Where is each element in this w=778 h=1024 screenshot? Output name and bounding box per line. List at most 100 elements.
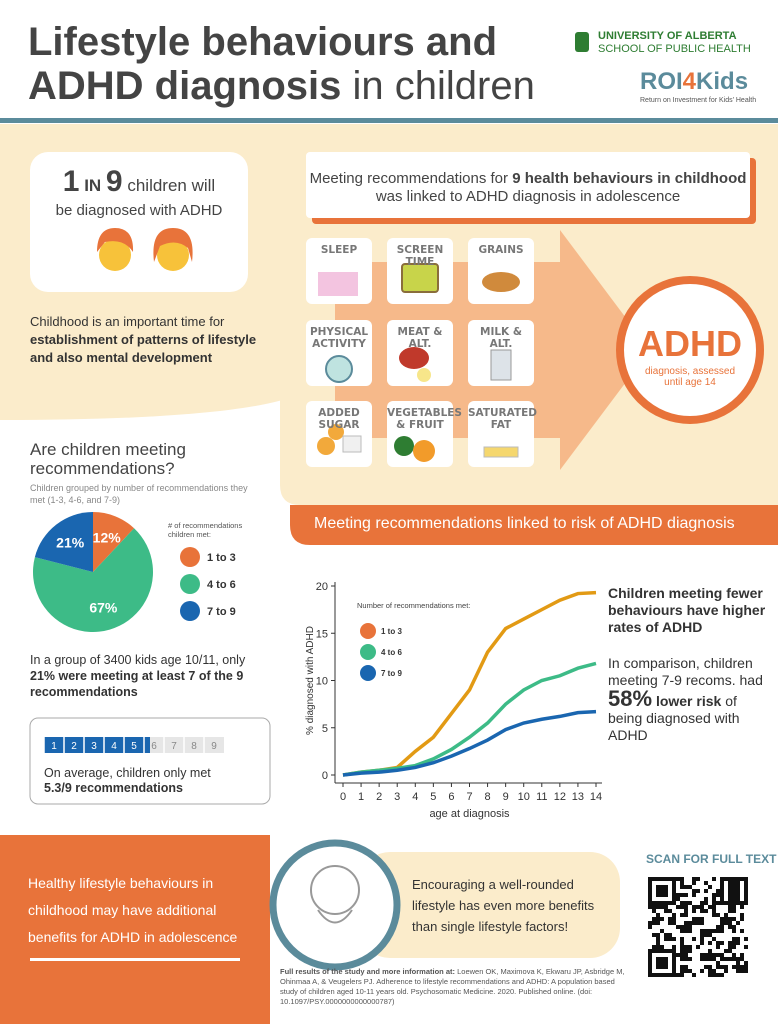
x-tick-label: 12 [554,791,566,803]
qr-cell [736,957,740,961]
qr-cell [656,921,660,925]
y-tick-label: 20 [316,581,328,593]
qr-cell [716,941,720,945]
qr-cell [680,913,684,917]
qr-cell [740,969,744,973]
qr-cell [704,965,708,969]
pie-legend-title: # of recommendations children met: [168,521,243,539]
qr-cell [652,945,656,949]
qr-cell [732,909,736,913]
qr-cell [664,973,668,977]
qr-cell [664,957,668,961]
qr-cell [732,965,736,969]
intro-bold: establishment of patterns of lifestyle a… [30,332,257,365]
x-tick-label: 14 [590,791,602,803]
qr-cell [684,945,688,949]
qr-cell [692,917,696,921]
qr-cell [664,885,668,889]
roi-a: ROI [640,68,683,95]
behaviours-heading: Meeting recommendations for 9 health beh… [306,170,750,206]
qr-cell [668,949,672,953]
pie-slice [34,512,93,572]
line-series [342,709,597,777]
stat-nine: 9 [105,165,123,198]
x-tick-label: 10 [518,791,530,803]
roi-tagline: Return on Investment for Kids' Health [640,97,757,104]
qr-cell [744,937,748,941]
qr-cell [700,941,704,945]
qr-cell [724,965,728,969]
qr-cell [732,957,736,961]
qr-cell [688,925,692,929]
qr-cell [664,937,668,941]
qr-cell [696,917,700,921]
y-tick-label: 10 [316,676,328,688]
qr-cell [680,957,684,961]
qr-cell [736,901,740,905]
qr-cell [736,877,740,881]
qr-cell [664,905,668,909]
qr-cell [700,905,704,909]
qr-cell [692,937,696,941]
qr-cell [720,885,724,889]
source: Full results of the study and more infor… [280,967,625,1007]
outcome-text: diagnosis, assessed until age 14 [644,366,736,388]
qr-cell [700,929,704,933]
qr-cell [740,929,744,933]
y-tick-label: 5 [322,723,328,735]
stat-line: 1 IN 9 children will [30,165,248,199]
logo-school: SCHOOL OF PUBLIC HEALTH [598,43,751,55]
qr-cell [736,941,740,945]
qr-cell [688,969,692,973]
qr-cell [716,901,720,905]
qr-cell [652,917,656,921]
qr-cell [712,937,716,941]
qr-cell [728,925,732,929]
qr-cell [664,961,668,965]
qr-cell [676,905,680,909]
qr-cell [684,965,688,969]
intro: Childhood is an important time for estab… [30,313,270,367]
qr-cell [652,909,656,913]
qr-cell [668,921,672,925]
qr-cell [696,889,700,893]
qr-cell [676,897,680,901]
behaviour-label: MILK & ALT. [480,326,522,350]
qr-cell [688,921,692,925]
bar-number: 5 [131,741,137,752]
qr-cell [668,933,672,937]
qr-cell [740,957,744,961]
qr-cell [672,969,676,973]
qr-cell [720,953,724,957]
qr-cell [684,949,688,953]
qr-cell [712,973,716,977]
qr-cell [720,921,724,925]
qr-cell [684,929,688,933]
qr-cell [672,957,676,961]
qr-cell [672,965,676,969]
qr-cell [720,893,724,897]
qr-cell [732,917,736,921]
qr-cell [732,877,736,881]
qr-cell [652,901,656,905]
qr-cell [736,965,740,969]
line-series [342,661,597,777]
qr-cell [680,937,684,941]
qr-cell [680,965,684,969]
findings-percent: 58% [608,686,653,711]
qr-cell [648,949,652,953]
qr-cell [652,877,656,881]
qr-cell [716,929,720,933]
qr-cell [712,953,716,957]
qr-cell [708,885,712,889]
qr-cell [676,925,680,929]
qr-cell [740,905,744,909]
qr-cell [692,921,696,925]
qr-cell [728,921,732,925]
qr-cell [712,905,716,909]
qr-cell [692,881,696,885]
qr-cell [700,969,704,973]
qr-cell [656,893,660,897]
qr-cell [672,889,676,893]
qr-cell [728,945,732,949]
